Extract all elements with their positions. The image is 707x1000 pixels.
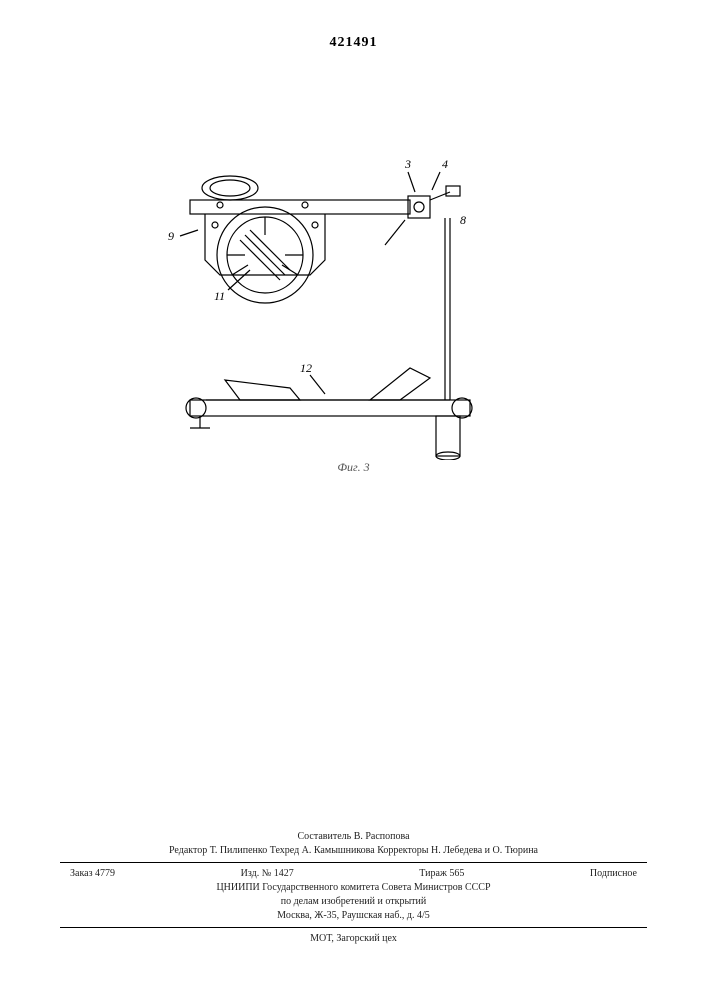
page-number: 421491 [0,35,707,51]
divider-bottom [60,927,647,928]
address-line: Москва, Ж-35, Раушская наб., д. 4/5 [60,909,647,923]
izd-no: Изд. № 1427 [241,867,294,881]
org-line-2: по делам изобретений и открытий [60,895,647,909]
callout-4: 4 [442,157,448,171]
editor-line: Редактор Т. Пилипенко Техред А. Камышник… [60,844,647,858]
imprint-row: Заказ 4779 Изд. № 1427 Тираж 565 Подписн… [60,867,647,881]
org-line-1: ЦНИИПИ Государственного комитета Совета … [60,881,647,895]
callout-9: 9 [168,229,174,243]
compiler-line: Составитель В. Распопова [60,830,647,844]
callout-12: 12 [300,361,312,375]
printer-line: МОТ, Загорский цех [60,932,647,946]
colophon-block: Составитель В. Распопова Редактор Т. Пил… [60,830,647,946]
figure-svg: 3 4 8 9 11 12 [150,150,510,460]
divider-top [60,862,647,863]
figure-3: 3 4 8 9 11 12 [150,150,510,460]
callout-8: 8 [460,213,466,227]
callout-11: 11 [214,289,225,303]
podpisnoe: Подписное [590,867,637,881]
figure-caption: Фиг. 3 [0,460,707,475]
tirazh: Тираж 565 [419,867,464,881]
order-no: Заказ 4779 [70,867,115,881]
callout-3: 3 [404,157,411,171]
